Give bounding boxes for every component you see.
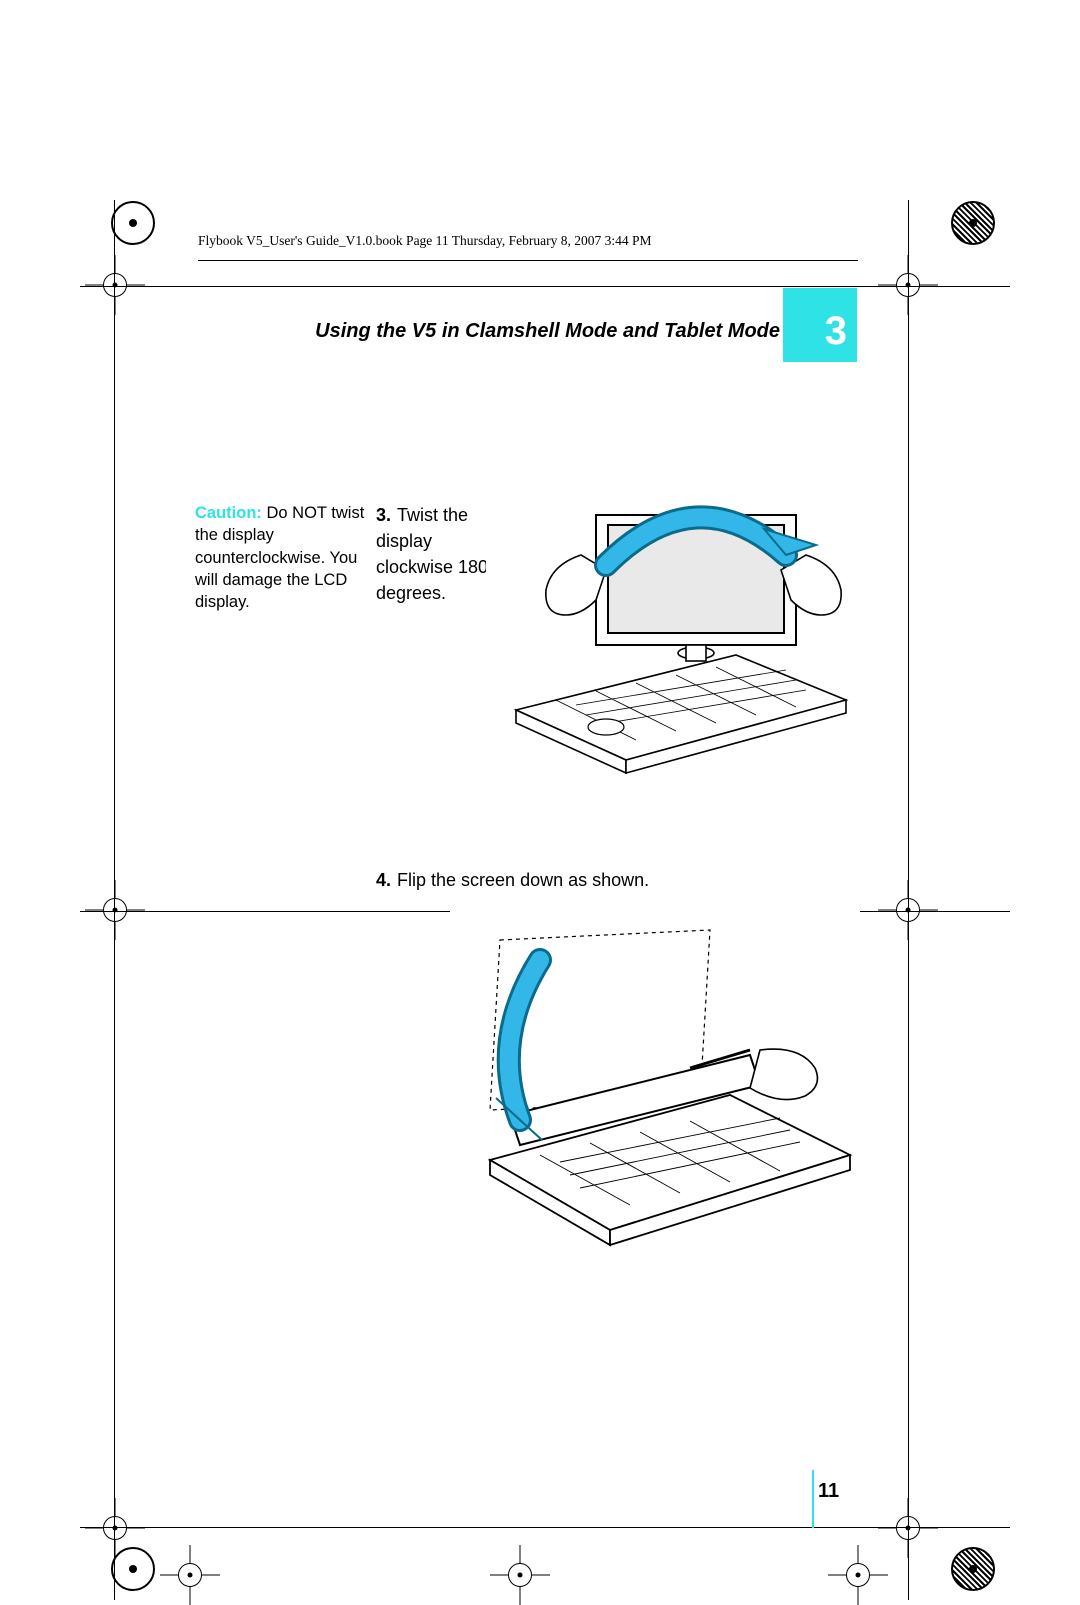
crop-rule bbox=[80, 286, 1010, 287]
page-accent-rule bbox=[812, 1470, 814, 1528]
running-header-text: Flybook V5_User's Guide_V1.0.book Page 1… bbox=[198, 233, 652, 249]
manual-page: Flybook V5_User's Guide_V1.0.book Page 1… bbox=[0, 0, 1080, 1528]
registration-mark-icon bbox=[950, 200, 996, 246]
crosshair-icon bbox=[85, 255, 145, 315]
registration-mark-icon bbox=[950, 1546, 996, 1592]
crosshair-icon bbox=[490, 1545, 550, 1605]
step-4: 4. Flip the screen down as shown. bbox=[376, 870, 776, 891]
step-number: 3. bbox=[376, 505, 391, 525]
caution-note: Caution: Do NOT twist the display counte… bbox=[195, 502, 365, 613]
illustration-step-4 bbox=[450, 900, 860, 1260]
crop-rule bbox=[114, 200, 115, 1600]
crop-rule bbox=[908, 200, 909, 1600]
crosshair-icon bbox=[828, 1545, 888, 1605]
crosshair-icon bbox=[85, 1498, 145, 1558]
step-text: Twist the display clockwise 180 degrees. bbox=[376, 505, 488, 603]
header-rule bbox=[198, 260, 858, 261]
chapter-number-badge: 3 bbox=[783, 288, 857, 362]
registration-mark-icon bbox=[110, 200, 156, 246]
step-number: 4. bbox=[376, 870, 391, 890]
step-3: 3.Twist the display clockwise 180 degree… bbox=[376, 502, 496, 606]
crosshair-icon bbox=[160, 1545, 220, 1605]
crosshair-icon bbox=[85, 880, 145, 940]
chapter-number: 3 bbox=[825, 309, 847, 354]
section-title: Using the V5 in Clamshell Mode and Table… bbox=[315, 320, 780, 343]
illustration-step-3 bbox=[486, 495, 856, 775]
page-number: 11 bbox=[818, 1480, 839, 1503]
step-text: Flip the screen down as shown. bbox=[397, 870, 649, 890]
caution-label: Caution: bbox=[195, 504, 262, 522]
